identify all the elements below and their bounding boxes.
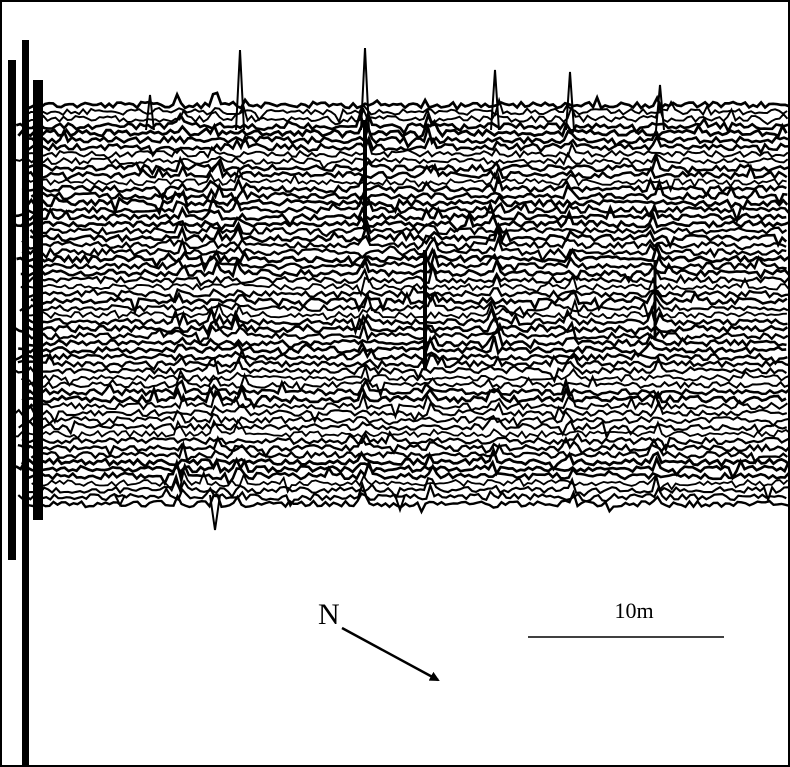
scale-label: 10m — [614, 598, 653, 623]
figure: N 10m — [0, 0, 790, 767]
north-label: N — [318, 598, 340, 631]
page: N 10m (() => { const data = JSON.parse(d… — [0, 0, 790, 767]
left-axis-bar — [22, 40, 29, 767]
